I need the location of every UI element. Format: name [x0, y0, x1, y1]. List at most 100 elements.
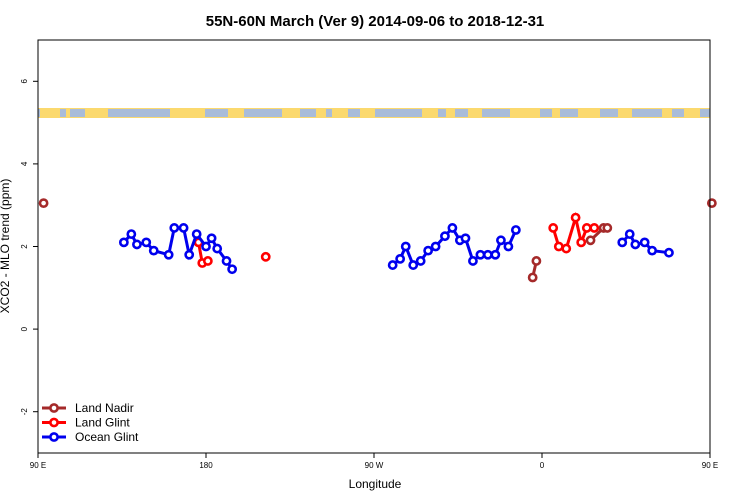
- data-point: [141, 237, 152, 248]
- data-point: [201, 241, 211, 252]
- x-tick-label: 0: [540, 461, 545, 470]
- map-strip-ocean: [108, 109, 170, 117]
- data-point: [531, 256, 542, 266]
- map-strip-ocean: [455, 109, 468, 117]
- data-point: [553, 241, 564, 252]
- data-point: [527, 272, 538, 283]
- data-point: [602, 223, 613, 233]
- data-point: [202, 256, 213, 266]
- data-point: [395, 253, 406, 264]
- y-axis-label: XCO2 - MLO trend (ppm): [0, 179, 12, 314]
- y-tick-label: 6: [20, 79, 29, 84]
- data-point: [482, 249, 493, 260]
- data-point: [647, 245, 658, 256]
- map-strip-land: [38, 108, 710, 118]
- data-point: [561, 243, 572, 254]
- data-point: [581, 223, 592, 233]
- series-line: [391, 225, 518, 268]
- series-land-nadir: [38, 198, 717, 283]
- map-strip-ocean: [70, 109, 85, 117]
- data-point: [706, 198, 717, 209]
- y-tick-label: -2: [20, 408, 29, 416]
- data-point: [460, 233, 471, 244]
- map-strip-ocean: [60, 109, 66, 117]
- legend-marker: [49, 432, 59, 442]
- data-point: [468, 256, 478, 266]
- data-point: [510, 225, 521, 235]
- map-strip-ocean: [300, 109, 316, 117]
- map-strip-ocean: [348, 109, 360, 117]
- data-point: [624, 229, 635, 240]
- data-point: [589, 223, 600, 233]
- land-ocean-map-strip: [38, 108, 710, 118]
- map-strip-ocean: [326, 109, 332, 117]
- data-point: [184, 249, 195, 260]
- x-tick-label: 90 W: [365, 461, 384, 470]
- data-point: [400, 241, 411, 252]
- x-tick-label: 90 E: [30, 461, 46, 470]
- map-strip-ocean: [600, 109, 618, 117]
- map-strip-ocean: [540, 109, 552, 117]
- data-point: [503, 241, 514, 252]
- series-land-glint: [193, 211, 600, 268]
- map-strip-ocean: [438, 109, 446, 117]
- data-point: [585, 235, 596, 246]
- data-point: [118, 237, 129, 248]
- data-point: [169, 223, 180, 233]
- data-point: [664, 247, 674, 258]
- data-point: [148, 245, 159, 256]
- data-point: [408, 260, 419, 270]
- data-point: [132, 239, 142, 250]
- data-point: [126, 229, 137, 240]
- x-axis-label: Longitude: [349, 477, 402, 491]
- x-tick-label: 180: [199, 461, 213, 470]
- data-point: [630, 239, 641, 250]
- data-point: [548, 223, 559, 233]
- map-strip-ocean: [672, 109, 684, 117]
- data-point: [576, 237, 587, 248]
- data-point: [387, 260, 398, 270]
- map-strip-ocean: [482, 109, 510, 117]
- data-point: [430, 241, 441, 252]
- legend-label: Land Glint: [75, 416, 130, 430]
- y-tick-label: 0: [20, 326, 29, 331]
- chart-title: 55N-60N March (Ver 9) 2014-09-06 to 2018…: [206, 13, 545, 30]
- data-point: [38, 198, 49, 209]
- data-point: [570, 212, 581, 223]
- series-layer: [38, 198, 717, 283]
- x-tick-label: 90 E: [702, 461, 718, 470]
- data-point: [206, 233, 217, 244]
- y-axis: -2 0 2 4 6: [20, 79, 38, 416]
- legend-marker: [49, 403, 59, 413]
- y-tick-label: 4: [20, 161, 29, 166]
- map-strip-ocean: [244, 109, 282, 117]
- data-point: [423, 245, 434, 256]
- map-strip-ocean: [38, 109, 40, 117]
- map-strip-ocean: [205, 109, 228, 117]
- data-point: [227, 264, 238, 275]
- data-point: [221, 256, 232, 266]
- data-point: [639, 237, 650, 248]
- map-strip-ocean: [560, 109, 578, 117]
- legend-marker: [49, 417, 59, 428]
- y-tick-label: 2: [20, 244, 29, 249]
- map-strip-ocean: [632, 109, 662, 117]
- data-point: [260, 251, 271, 262]
- x-axis: 90 E 180 90 W 0 90 E: [30, 453, 718, 470]
- data-point: [440, 231, 450, 242]
- data-point: [178, 223, 189, 233]
- data-point: [447, 223, 458, 233]
- series-ocean-glint: [118, 223, 674, 275]
- data-point: [475, 249, 486, 260]
- data-point: [496, 235, 506, 246]
- data-point: [212, 243, 223, 254]
- data-point: [490, 249, 501, 260]
- data-point: [617, 237, 628, 248]
- legend-label: Ocean Glint: [75, 430, 139, 444]
- map-strip-ocean: [700, 109, 710, 117]
- legend-label: Land Nadir: [75, 401, 134, 415]
- data-point: [191, 229, 202, 240]
- data-point: [163, 249, 174, 260]
